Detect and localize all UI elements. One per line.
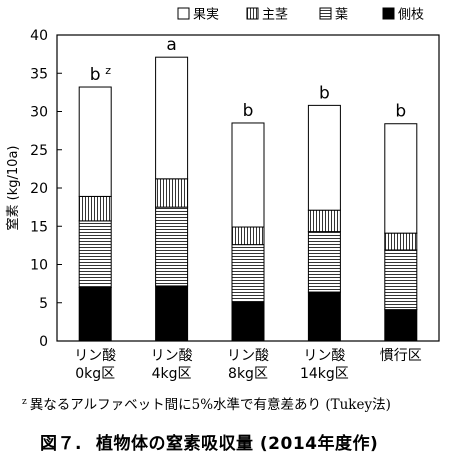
x-tick-label: 慣行区 [380, 347, 422, 364]
legend-label: 果実 [193, 7, 219, 23]
bar-segment [78, 286, 112, 342]
bar-segment [384, 309, 418, 342]
bar-segment [155, 178, 189, 208]
significance-label: b [243, 101, 254, 121]
x-tick-label: 4kg区 [152, 366, 192, 382]
bar-segment [307, 104, 341, 211]
legend-swatch [382, 7, 395, 20]
x-tick-label: リン酸 [151, 348, 193, 364]
footnote: z 異なるアルファベット間に5%水準で有意差あり (Tukey法) [22, 393, 452, 413]
bar-segment [307, 231, 341, 293]
bar-segment [78, 220, 112, 288]
y-tick-label: 5 [39, 296, 48, 312]
figure-number: 図７. [40, 434, 82, 454]
significance-superscript: z [105, 64, 111, 77]
figure-title: 植物体の窒素吸収量 (2014年度作) [95, 434, 379, 454]
figure-caption: 図７. 植物体の窒素吸収量 (2014年度作) [40, 429, 450, 454]
bar-segment [307, 209, 341, 233]
legend-label: 葉 [335, 8, 348, 23]
bar-segment [231, 122, 265, 228]
significance-label: b [319, 83, 330, 103]
bar-segment [155, 56, 189, 180]
legend-label: 主茎 [262, 8, 288, 23]
footnote-text: 異なるアルファベット間に5%水準で有意差あり (Tukey法) [29, 397, 391, 413]
legend-label: 側枝 [398, 8, 424, 23]
x-tick-label: リン酸 [227, 348, 269, 364]
bar-segment [155, 206, 189, 287]
bar-segment [231, 301, 265, 342]
y-tick-label: 0 [39, 334, 48, 350]
x-tick-label: 8kg区 [228, 366, 268, 382]
bar-segment [231, 244, 265, 303]
significance-label: b [90, 65, 101, 85]
footnote-marker: z [22, 397, 27, 407]
x-tick-label: 14kg区 [300, 366, 349, 382]
x-tick-label: リン酸 [74, 348, 116, 364]
y-tick-label: 15 [30, 219, 48, 235]
y-tick-label: 20 [30, 181, 48, 197]
x-tick-label: 0kg区 [75, 366, 115, 382]
legend-swatch [246, 7, 259, 20]
legend-swatch [319, 7, 332, 20]
bar-segment [78, 195, 112, 222]
y-tick-label: 35 [30, 66, 48, 82]
bar-segment [155, 285, 189, 342]
legend-swatch [177, 7, 190, 20]
legend: 果実 主茎 葉 側枝 [177, 7, 424, 23]
y-tick-label: 25 [30, 143, 48, 159]
y-tick-label: 30 [30, 105, 48, 121]
bar-segment [307, 291, 341, 342]
y-tick-label: 10 [30, 258, 48, 274]
significance-label: a [166, 35, 176, 55]
bar-segment [384, 232, 418, 251]
significance-label: b [395, 102, 406, 122]
x-tick-label: リン酸 [303, 348, 345, 364]
bar-segment [384, 123, 418, 234]
bar-segment [384, 249, 418, 311]
bar-segment [78, 86, 112, 197]
y-tick-label: 40 [30, 28, 48, 44]
bar-segment [231, 226, 265, 246]
y-axis-label: 窒素 (kg/10a) [5, 146, 21, 231]
